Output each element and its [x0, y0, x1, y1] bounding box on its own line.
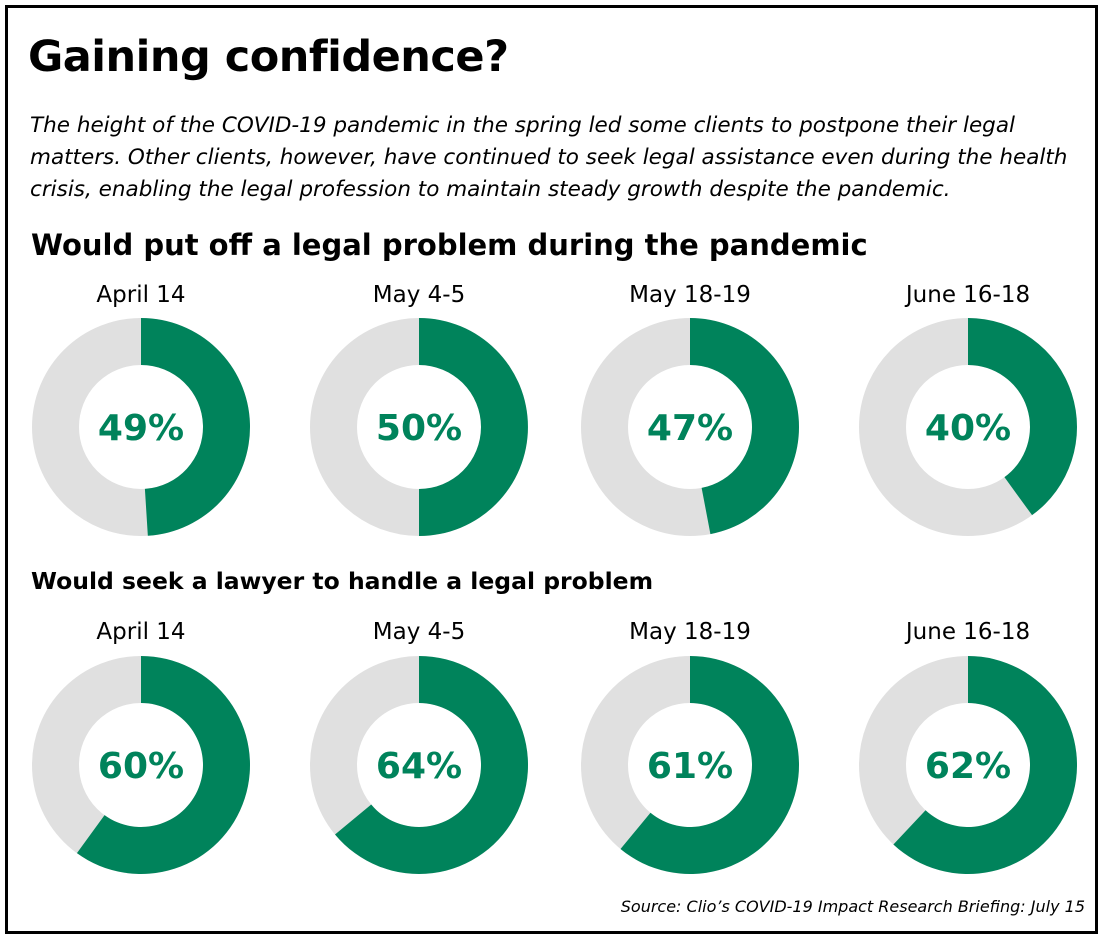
donut-value-label: 64% [376, 746, 462, 787]
donut-value-label: 61% [647, 746, 733, 787]
donut-value-label: 50% [376, 408, 462, 449]
donut-chart: 40% [859, 318, 1077, 536]
donut-date-label: April 14 [96, 282, 186, 308]
donut-chart: 60% [32, 656, 251, 874]
donut-chart: 47% [581, 318, 799, 536]
donut-date-label: April 14 [96, 619, 186, 645]
donut-value-label: 60% [98, 746, 184, 787]
donut-date-label: May 4-5 [372, 282, 466, 308]
donut-slice [335, 656, 528, 874]
donut-value-label: 47% [647, 408, 733, 449]
donut-date-label: May 18-19 [629, 619, 751, 645]
donut-value-label: 49% [98, 408, 184, 449]
donut-date-label: May 4-5 [372, 619, 466, 645]
donut-slice [690, 318, 799, 535]
donut-slice [968, 318, 1077, 516]
chart-frame [5, 5, 1098, 934]
chart-subtitle: The height of the COVID-19 pandemic in t… [30, 113, 1068, 202]
donut-slice [419, 318, 528, 536]
chart-title: Gaining confidence? [28, 32, 509, 82]
donut-chart: 50% [310, 318, 528, 536]
donut-date-label: May 18-19 [629, 282, 751, 308]
section-title-seek-lawyer: Would seek a lawyer to handle a legal pr… [31, 567, 654, 595]
donut-value-label: 62% [925, 746, 1011, 787]
donut-slice [893, 656, 1077, 874]
section-title-put-off: Would put off a legal problem during the… [31, 228, 868, 262]
donut-value-label: 40% [925, 408, 1011, 449]
donut-slice [76, 656, 251, 874]
donut-slice [620, 656, 799, 874]
donut-date-label: June 16-18 [905, 282, 1031, 308]
donut-date-label: June 16-18 [905, 619, 1031, 645]
donut-chart: 49% [32, 318, 250, 536]
source-note: Source: Clio’s COVID-19 Impact Research … [620, 897, 1085, 916]
donut-chart: 61% [581, 656, 799, 874]
donut-chart: 64% [310, 656, 528, 874]
donut-slice [141, 318, 250, 536]
donut-chart: 62% [859, 656, 1077, 874]
